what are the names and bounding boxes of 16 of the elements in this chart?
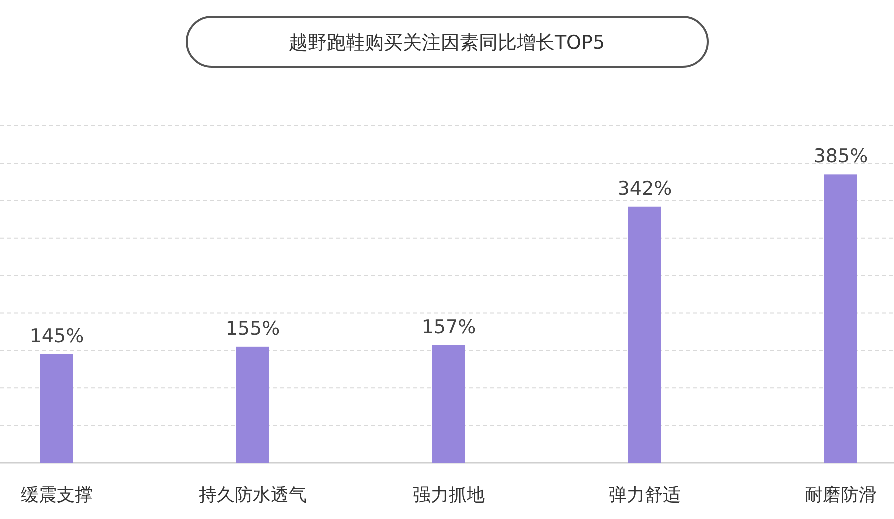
bar	[824, 174, 858, 463]
bar	[628, 206, 662, 463]
x-tick-label: 持久防水透气	[199, 485, 307, 506]
x-tick-label: 强力抓地	[413, 485, 485, 506]
x-tick-label: 缓震支撑	[21, 485, 93, 506]
x-tick-label: 弹力舒适	[609, 485, 681, 506]
bar	[236, 346, 270, 463]
data-label: 157%	[422, 316, 476, 338]
bar	[40, 354, 74, 463]
data-label: 342%	[618, 178, 672, 200]
data-label: 155%	[226, 318, 280, 340]
x-tick-label: 耐磨防滑	[805, 485, 877, 506]
data-label: 385%	[814, 146, 868, 168]
bar	[432, 345, 466, 463]
chart-title: 越野跑鞋购买关注因素同比增长TOP5	[288, 32, 606, 54]
data-label: 145%	[30, 325, 84, 348]
